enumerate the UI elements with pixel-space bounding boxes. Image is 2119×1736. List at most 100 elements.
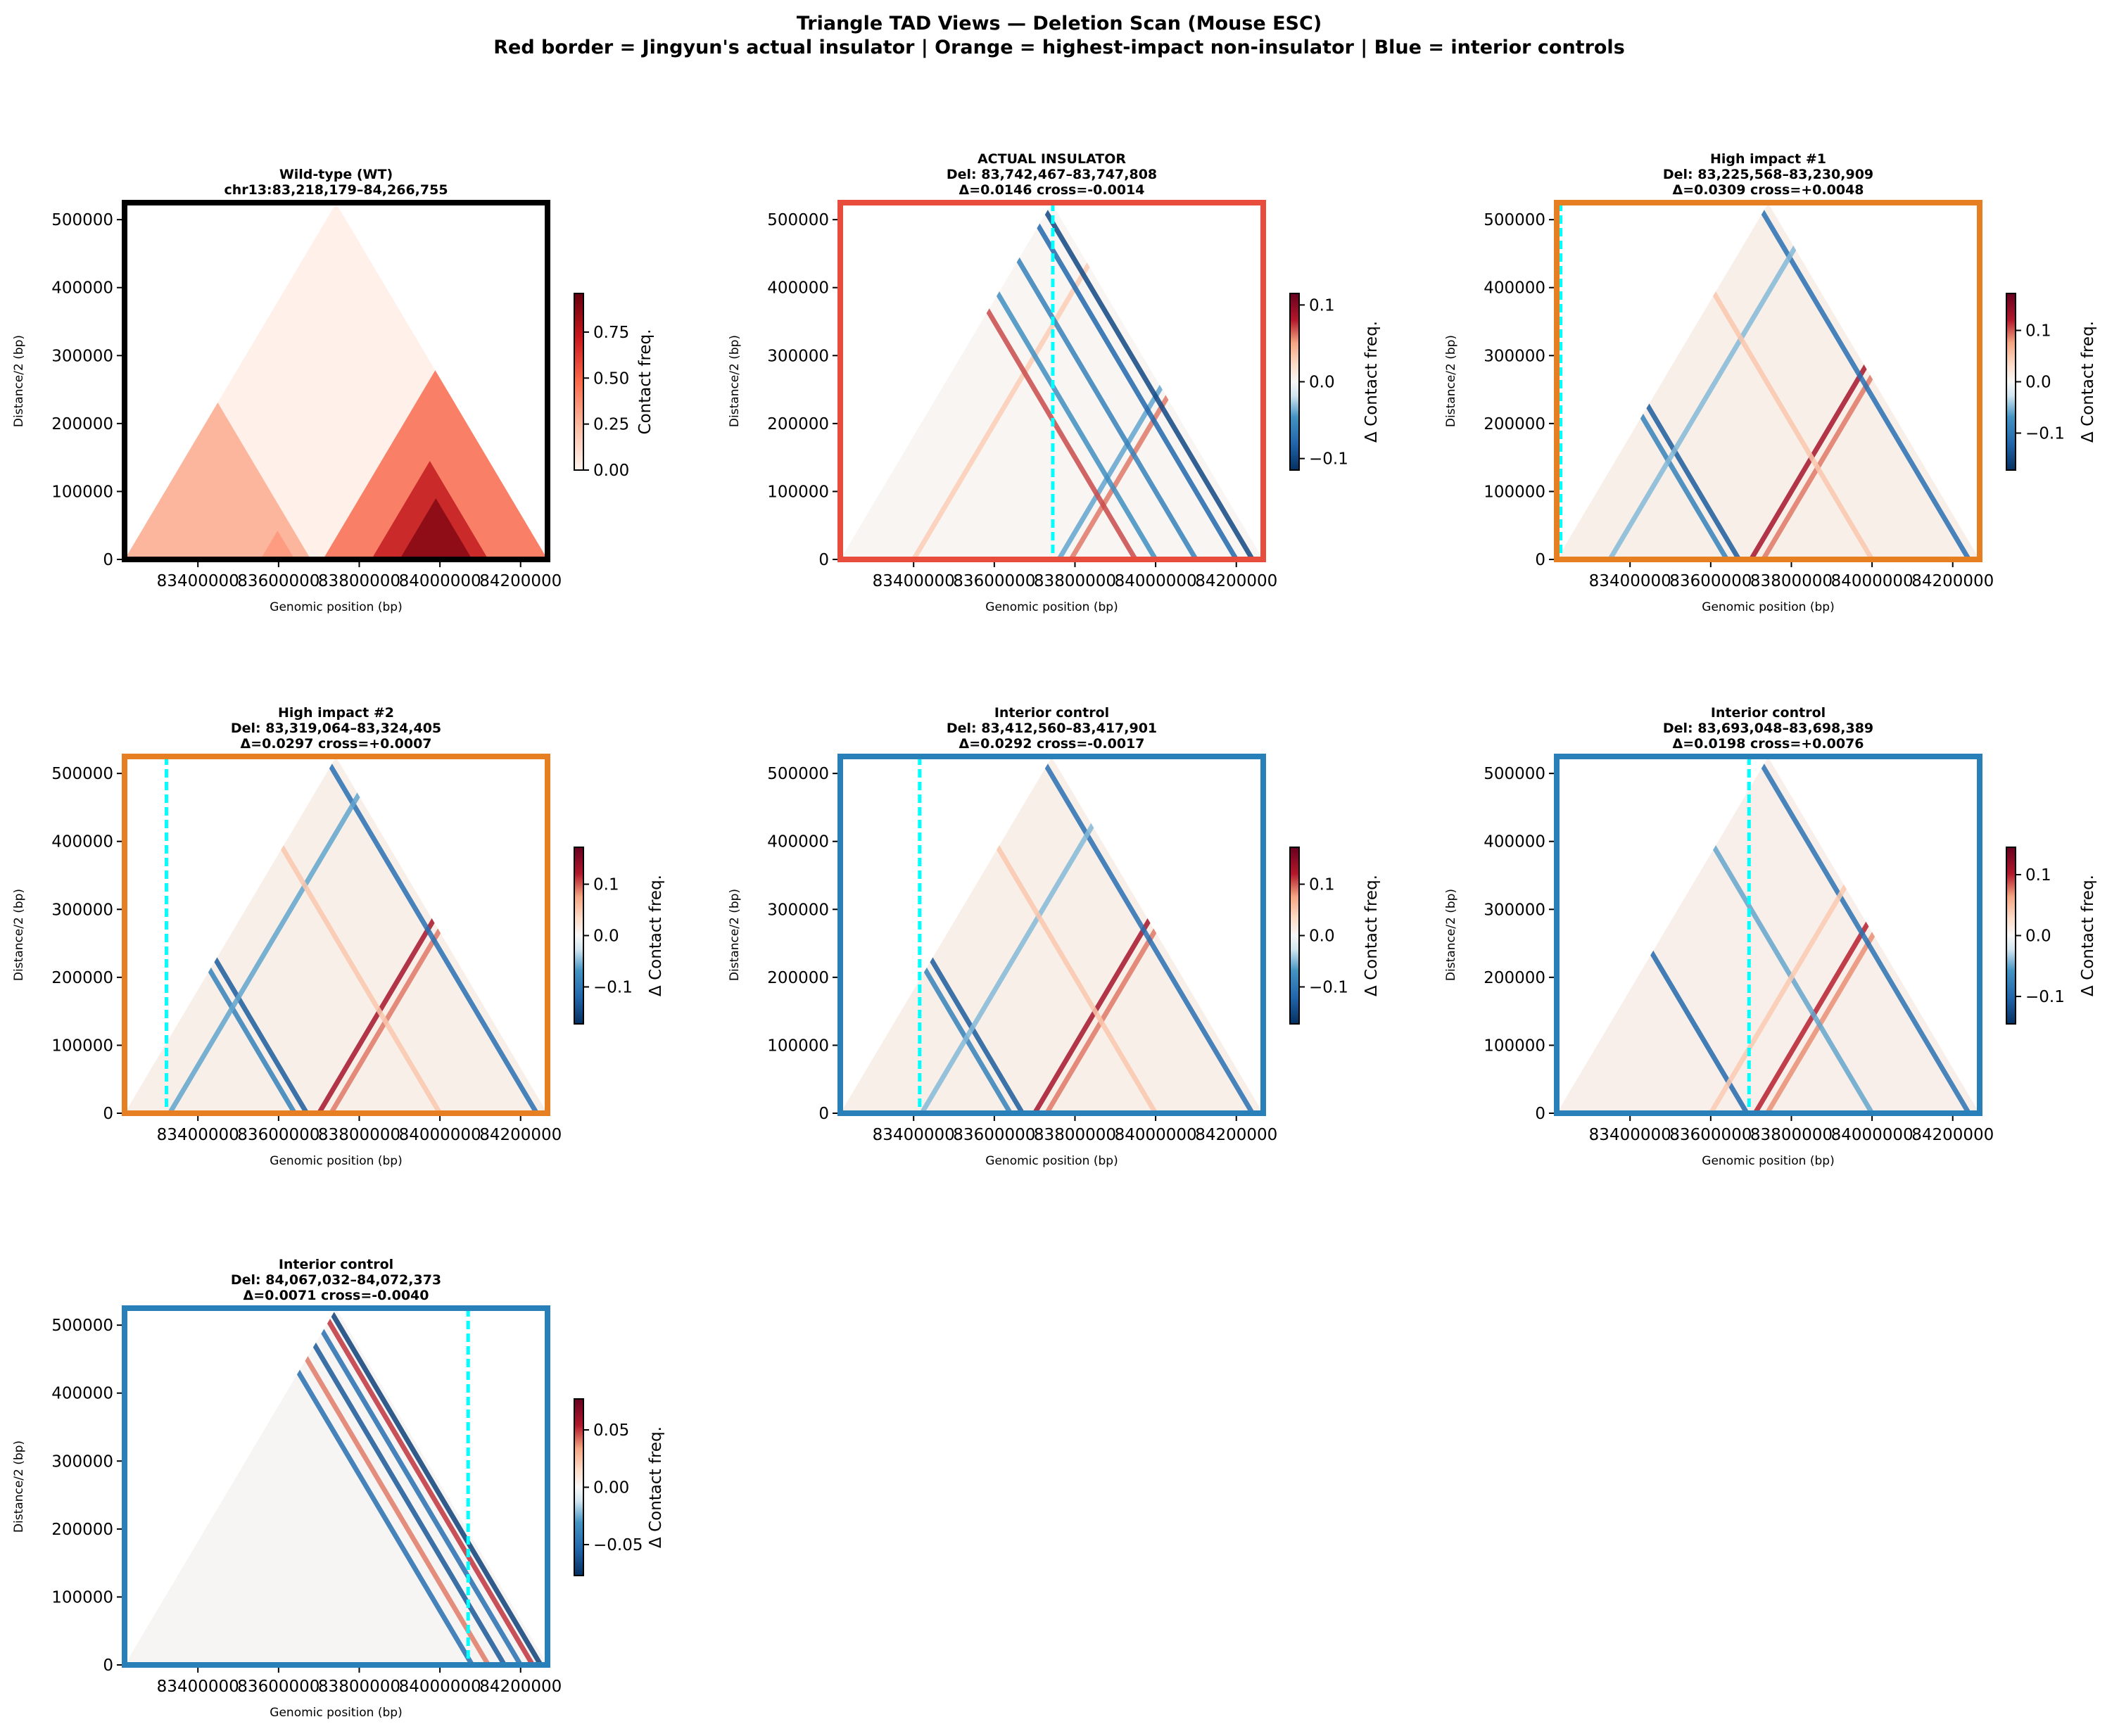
colorbar-label: Contact freq.: [636, 329, 654, 435]
panel-subtitle: Del: 83,693,048–83,698,389: [1663, 721, 1873, 736]
triangle-background: [125, 1308, 548, 1665]
y-tick-label: 400000: [767, 279, 829, 298]
y-tick-label: 500000: [767, 211, 829, 229]
y-tick-label: 0: [818, 1105, 829, 1123]
panel-stats: Δ=0.0198 cross=+0.0076: [1672, 736, 1864, 752]
colorbar-tick-label: 0.00: [593, 1479, 629, 1497]
y-tick-label: 0: [103, 1105, 113, 1123]
colorbar-tick-label: −0.1: [2025, 988, 2065, 1006]
panel-stats: Δ=0.0071 cross=-0.0040: [243, 1288, 429, 1303]
panel-6: 0100000200000300000400000500000834000008…: [1444, 705, 2097, 1168]
y-tick-label: 0: [103, 551, 113, 569]
panel-title: Interior control: [994, 705, 1109, 721]
x-tick-label: 83600000: [237, 1126, 320, 1144]
y-axis-label: Distance/2 (bp): [1444, 889, 1458, 981]
y-tick-label: 100000: [51, 1588, 113, 1607]
y-tick-label: 100000: [767, 1037, 829, 1055]
colorbar-label: Δ Contact freq.: [647, 875, 665, 996]
panel-subtitle: Del: 83,225,568–83,230,909: [1663, 167, 1873, 182]
y-tick-label: 300000: [767, 901, 829, 919]
axes-border: [837, 754, 1266, 1116]
y-axis-label: Distance/2 (bp): [12, 1440, 26, 1533]
x-tick-label: 84200000: [479, 1678, 562, 1696]
colorbar-tick-label: 0.1: [1309, 296, 1335, 315]
y-axis-label: Distance/2 (bp): [12, 889, 26, 981]
x-axis-label: Genomic position (bp): [270, 1706, 402, 1720]
contact-stripe: [1745, 756, 1971, 1113]
panel-5: 0100000200000300000400000500000834000008…: [728, 705, 1381, 1168]
x-tick-label: 83600000: [237, 572, 320, 590]
x-tick-label: 84000000: [1115, 1126, 1197, 1144]
panel-title: High impact #2: [278, 705, 394, 721]
colorbar-tick-label: 0.00: [593, 462, 629, 480]
panel-title: High impact #1: [1710, 151, 1826, 167]
y-tick-label: 200000: [51, 1521, 113, 1539]
x-tick-label: 83400000: [157, 572, 239, 590]
y-tick-label: 200000: [1484, 415, 1545, 433]
tad-domain: [399, 498, 472, 559]
y-tick-label: 500000: [51, 1317, 113, 1335]
y-tick-label: 100000: [51, 483, 113, 501]
x-tick-label: 84000000: [399, 1126, 481, 1144]
contact-stripe: [1607, 203, 1834, 559]
contact-stripe: [1028, 203, 1255, 559]
panel-title: Interior control: [279, 1257, 393, 1272]
y-tick-label: 0: [103, 1656, 113, 1675]
y-tick-label: 300000: [767, 347, 829, 365]
x-axis-label: Genomic position (bp): [985, 1154, 1118, 1168]
contact-stripe: [296, 1308, 523, 1665]
contact-stripe: [167, 756, 394, 1113]
panel-1: 0100000200000300000400000500000834000008…: [12, 167, 654, 614]
panel-2: 0100000200000300000400000500000834000008…: [728, 151, 1381, 614]
colorbar-label: Δ Contact freq.: [2079, 875, 2097, 996]
x-tick-label: 83800000: [318, 572, 400, 590]
x-tick-label: 84200000: [479, 1126, 562, 1144]
y-tick-label: 500000: [51, 211, 113, 229]
x-tick-label: 83400000: [873, 572, 955, 590]
panel-4: 0100000200000300000400000500000834000008…: [12, 705, 665, 1168]
colorbar-tick-label: −0.1: [1309, 450, 1348, 469]
y-tick-label: 400000: [767, 833, 829, 851]
colorbar: [574, 847, 584, 1025]
tad-domain: [125, 403, 311, 559]
axes-border: [122, 200, 550, 562]
axes-border: [1554, 200, 1982, 562]
panel-title: Wild-type (WT): [279, 167, 393, 182]
heatmap-area: [125, 203, 548, 559]
heatmap-area: [840, 756, 1263, 1113]
colorbar: [574, 1398, 584, 1576]
x-tick-label: 84200000: [1911, 572, 1994, 590]
colorbar-tick-label: −0.1: [2025, 424, 2065, 443]
panel-subtitle: chr13:83,218,179–84,266,755: [224, 182, 448, 198]
colorbar-tick-label: −0.1: [1309, 978, 1348, 996]
y-axis-label: Distance/2 (bp): [728, 889, 742, 981]
x-tick-label: 83600000: [1669, 1126, 1752, 1144]
x-tick-label: 83400000: [1589, 572, 1671, 590]
x-axis-label: Genomic position (bp): [985, 600, 1118, 614]
y-tick-label: 0: [818, 551, 829, 569]
colorbar: [1289, 847, 1300, 1025]
panel-title: ACTUAL INSULATOR: [978, 151, 1126, 167]
colorbar-label: Δ Contact freq.: [1362, 875, 1381, 996]
contact-stripe: [1028, 756, 1255, 1113]
panel-3: 0100000200000300000400000500000834000008…: [1444, 151, 2097, 614]
x-tick-label: 84200000: [1195, 572, 1277, 590]
y-axis-label: Distance/2 (bp): [728, 335, 742, 427]
x-tick-label: 83400000: [1589, 1126, 1671, 1144]
x-tick-label: 84000000: [1831, 572, 1914, 590]
colorbar-label: Δ Contact freq.: [1362, 321, 1381, 443]
panel-stats: Δ=0.0309 cross=+0.0048: [1672, 182, 1864, 198]
colorbar-label: Δ Contact freq.: [2079, 321, 2097, 443]
colorbar-tick-label: 0.0: [2025, 374, 2051, 392]
x-tick-label: 83800000: [1034, 572, 1116, 590]
colorbar: [2006, 293, 2016, 471]
colorbar-tick-label: 0.0: [1309, 927, 1335, 946]
y-tick-label: 100000: [1484, 1037, 1545, 1055]
y-tick-label: 0: [1535, 551, 1545, 569]
y-tick-label: 500000: [1484, 211, 1545, 229]
y-tick-label: 200000: [767, 969, 829, 987]
y-tick-label: 100000: [767, 483, 829, 501]
colorbar: [574, 293, 584, 471]
colorbar-tick-label: 0.0: [2025, 927, 2051, 946]
